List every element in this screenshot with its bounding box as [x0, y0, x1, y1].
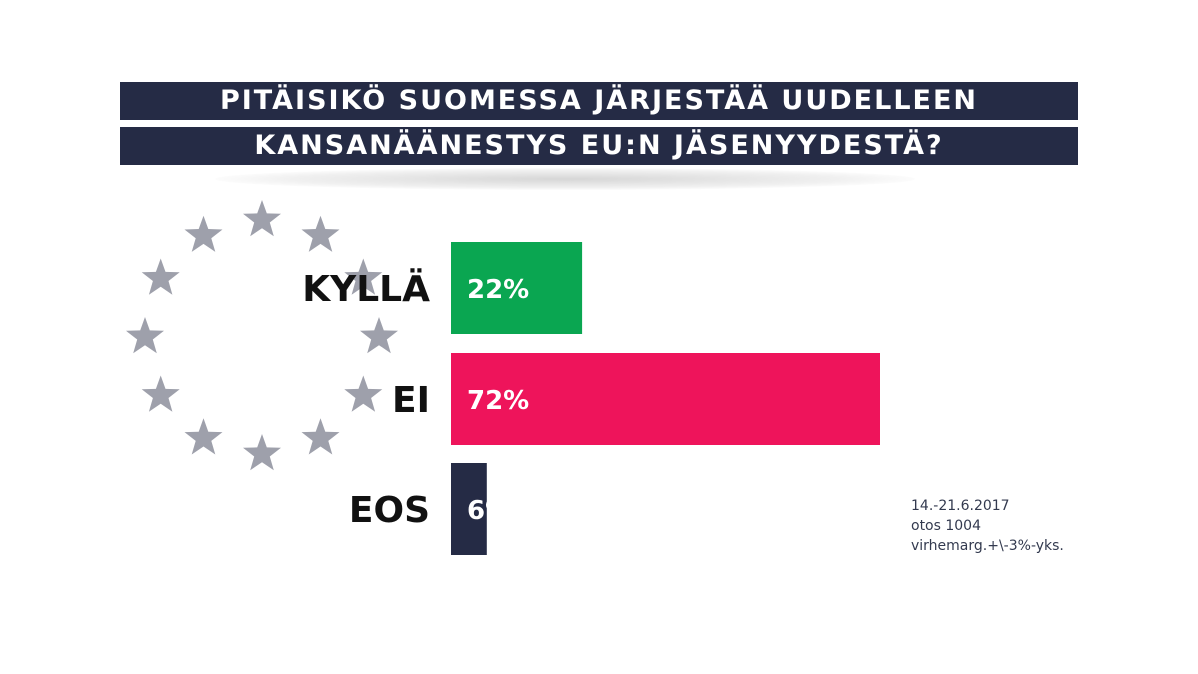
- star-icon: [126, 317, 164, 354]
- category-label-ei: EI: [392, 380, 430, 421]
- chart-title-line-1: PITÄISIKÖ SUOMESSA JÄRJESTÄÄ UUDELLEEN: [120, 82, 1078, 120]
- category-label-kyllä: KYLLÄ: [302, 268, 430, 310]
- star-icon: [301, 418, 340, 455]
- star-icon: [301, 215, 340, 252]
- value-label-eos: 6%: [467, 496, 511, 526]
- bar-eos: [451, 463, 487, 555]
- survey-date: 14.-21.6.2017: [911, 498, 1010, 514]
- star-icon: [243, 200, 281, 237]
- value-label-ei: 72%: [467, 386, 529, 416]
- sample-size: otos 1004: [911, 518, 981, 534]
- value-label-kyllä: 22%: [467, 275, 529, 305]
- chart-title-line-2: KANSANÄÄNESTYS EU:N JÄSENYYDESTÄ?: [120, 127, 1078, 165]
- star-icon: [360, 317, 398, 354]
- category-label-eos: EOS: [349, 490, 430, 531]
- star-icon: [184, 418, 223, 455]
- star-icon: [344, 258, 383, 295]
- star-icon: [141, 375, 180, 412]
- star-icon: [243, 434, 281, 471]
- star-icon: [184, 215, 223, 252]
- bar-kyllä: [451, 242, 583, 334]
- margin-of-error: virhemarg.+\-3%-yks.: [911, 538, 1064, 554]
- title-shadow: [215, 168, 915, 190]
- bar-ei: [451, 353, 880, 445]
- star-icon: [141, 258, 180, 295]
- star-icon: [344, 375, 383, 412]
